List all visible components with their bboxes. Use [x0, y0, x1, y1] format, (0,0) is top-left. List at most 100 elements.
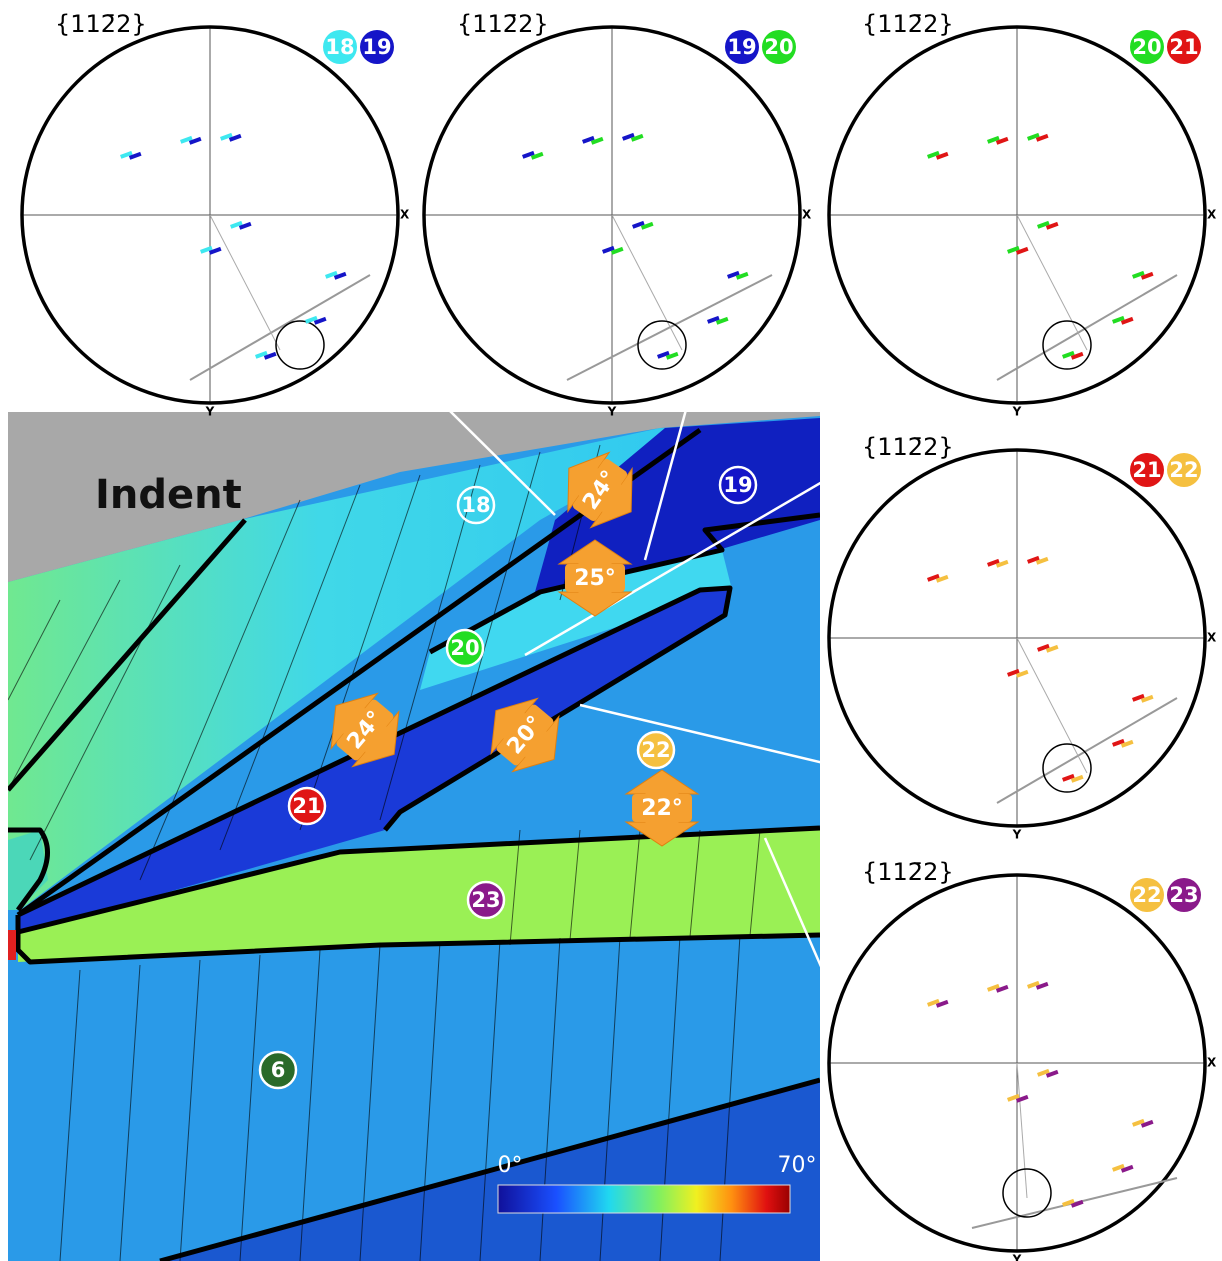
pole-spot: [1027, 980, 1040, 989]
pole-spot: [602, 245, 615, 254]
pole-spot: [313, 316, 327, 325]
grain-badge-label: 22: [1132, 883, 1161, 907]
pole-spot: [1070, 351, 1084, 360]
misorientation-arrow: 22°: [624, 769, 700, 847]
grain-marker-label: 6: [271, 1058, 286, 1082]
pole-spot: [305, 315, 318, 324]
trace-line: [1016, 1062, 1028, 1199]
pole-spot: [927, 150, 940, 159]
grain-marker: [287, 786, 327, 826]
map-title: Indent: [95, 472, 242, 518]
grain-badge: [1167, 878, 1201, 912]
pole-spot: [1112, 315, 1125, 324]
highlight-circle: [275, 320, 325, 370]
pole-spot: [1045, 1069, 1059, 1078]
trace-line: [996, 697, 1178, 804]
pole-spot: [1140, 1119, 1154, 1128]
pole-spot: [715, 316, 729, 325]
pole-spot: [208, 246, 222, 255]
grain-badge: [1167, 30, 1201, 64]
grain-badge: [1130, 453, 1164, 487]
pole-spot: [1015, 1094, 1029, 1103]
pole-spot: [179, 135, 193, 144]
arrow-body: [336, 699, 394, 761]
pole-spot: [521, 150, 535, 159]
pole-circle: [827, 448, 1207, 828]
pole-spot: [1006, 668, 1020, 677]
pole-spot: [1120, 739, 1134, 748]
colorbar: [497, 1184, 791, 1214]
pole-spot: [1112, 738, 1125, 747]
highlight-circle: [1042, 743, 1092, 793]
pole-spot: [1027, 132, 1040, 141]
pole-spot: [1026, 555, 1040, 564]
grain-marker-label: 19: [723, 473, 752, 497]
axis-x-label: X: [1207, 208, 1217, 222]
highlight-circle: [637, 320, 687, 370]
trace-line: [566, 274, 773, 381]
pole-spot: [238, 221, 252, 230]
pole-figure: X Y {112̄2} 21 22: [827, 433, 1217, 842]
pf-label: {112̄2}: [862, 858, 954, 886]
arrow-body: [496, 704, 554, 766]
pole-spot: [530, 151, 544, 160]
pole-spot: [1035, 133, 1049, 142]
grain-badge: [725, 30, 759, 64]
trace-line: [1016, 637, 1088, 774]
pole-spot: [582, 135, 595, 144]
arrow-body: [572, 458, 628, 522]
pole-spot: [325, 270, 338, 279]
grain-marker-label: 21: [292, 794, 321, 818]
pole-spot: [1120, 1164, 1134, 1173]
colorbar-min: 0°: [498, 1153, 523, 1178]
misorientation-arrow: 24°: [567, 451, 633, 529]
pf-label: {112̄2}: [457, 10, 549, 38]
grain-marker: [445, 628, 485, 668]
axis-y-label: Y: [1012, 1253, 1022, 1261]
trace-line: [209, 214, 281, 351]
pole-spot: [986, 135, 1000, 144]
pole-spot: [1070, 1199, 1084, 1208]
pole-figure: X Y {112̄2} 19 20: [422, 10, 812, 419]
pole-spot: [1006, 245, 1020, 254]
trace-line: [611, 214, 683, 351]
pole-spot: [254, 350, 268, 359]
pole-spot: [726, 270, 740, 279]
pole-figure: X Y {112̄2} 20 21: [827, 10, 1217, 419]
grain-marker: [466, 880, 506, 920]
pole-circle: [827, 873, 1207, 1253]
grain-marker: [258, 1050, 298, 1090]
pole-spot: [1035, 981, 1049, 990]
pole-spot: [1037, 643, 1050, 652]
grain-marker-label: 22: [641, 738, 670, 762]
pole-spot: [1062, 773, 1075, 782]
pf-label: {112̄2}: [862, 10, 954, 38]
pole-spot: [188, 136, 202, 145]
grain-badge-label: 18: [325, 35, 354, 59]
misorientation-arrow: 24°: [330, 692, 400, 768]
highlight-circle: [1002, 1168, 1052, 1218]
grain-badge-label: 20: [1132, 35, 1161, 59]
trace-line: [996, 274, 1178, 381]
pole-spot: [995, 559, 1009, 568]
pole-spot: [935, 574, 949, 583]
pole-spot: [610, 246, 624, 255]
misorientation-label: 22°: [641, 796, 683, 821]
axis-x-label: X: [802, 208, 812, 222]
pole-spot: [1015, 669, 1029, 678]
grain-marker: [636, 730, 676, 770]
pole-spot: [927, 998, 940, 1007]
grain-badge: [1167, 453, 1201, 487]
orientation-map: [8, 412, 820, 1261]
grain-badge-label: 21: [1132, 458, 1161, 482]
pole-spot: [621, 132, 635, 141]
pole-spot: [200, 245, 213, 254]
pole-spot: [995, 136, 1009, 145]
arrow-body: [565, 564, 625, 592]
pole-spot: [1007, 1093, 1020, 1102]
pole-spot: [657, 350, 670, 359]
colorbar-max: 70°: [778, 1153, 817, 1178]
trace-line: [189, 274, 371, 381]
pole-spot: [228, 133, 242, 142]
